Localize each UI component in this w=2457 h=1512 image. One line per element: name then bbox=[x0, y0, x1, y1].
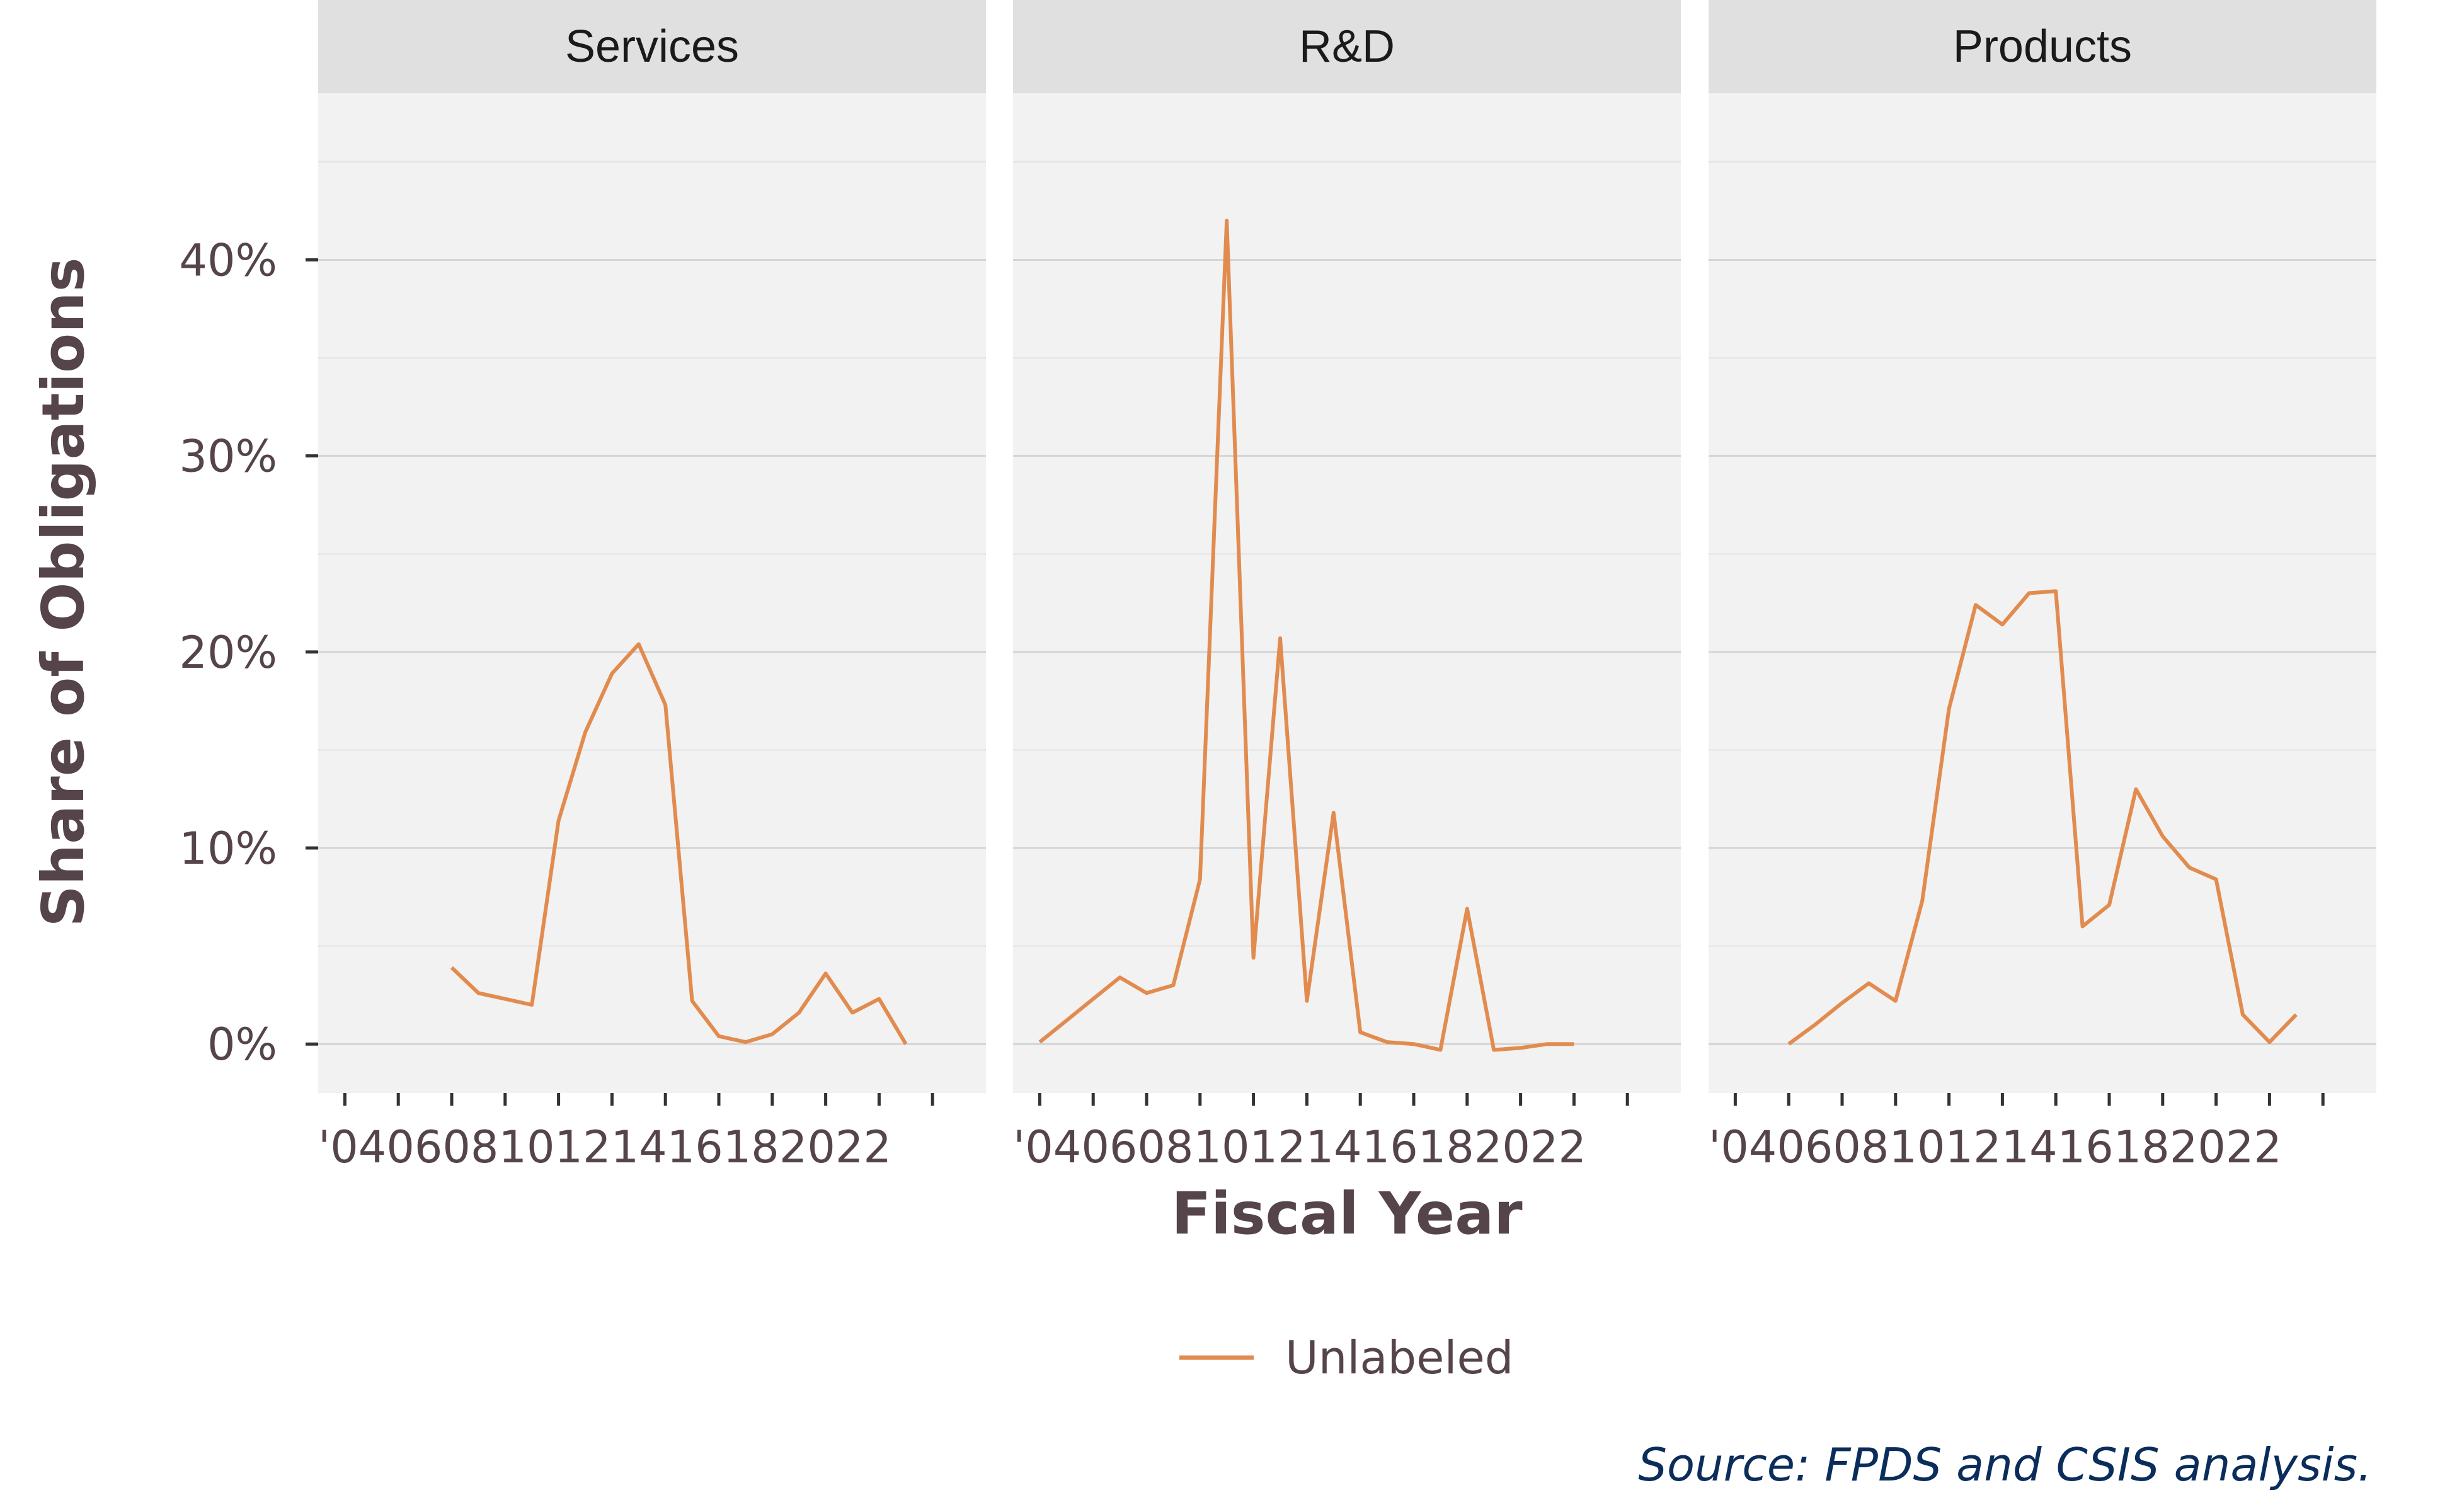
y-tick-label: 20% bbox=[179, 627, 277, 679]
facet-panel: Products '04060810121416182022 bbox=[1709, 0, 2376, 1173]
y-tick-label: 0% bbox=[207, 1019, 277, 1070]
facet-panel: R&D '04060810121416182022 bbox=[1013, 0, 1681, 1173]
y-axis: 0% 10% 20% 30% 40% bbox=[179, 235, 318, 1070]
x-tick-labels: '04060810121416182022 bbox=[1709, 1121, 2282, 1173]
source-note: Source: FPDS and CSIS analysis. bbox=[1638, 1438, 2372, 1491]
facet-strip bbox=[1709, 0, 2376, 93]
facet-strip-label: Products bbox=[1953, 21, 2132, 72]
legend-label: Unlabeled bbox=[1285, 1331, 1513, 1384]
facet-strip-label: Services bbox=[565, 21, 739, 72]
plot-background bbox=[1013, 93, 1681, 1093]
series-line-unlabeled bbox=[450, 642, 908, 1045]
series-line-unlabeled bbox=[1787, 589, 2298, 1046]
y-axis-title: Share of Obligations bbox=[30, 258, 97, 927]
facet-strip bbox=[318, 0, 986, 93]
facet-panels: Services '04060810121416182022 R&D '0406081… bbox=[318, 0, 2376, 1173]
x-tick-labels: '04060810121416182022 bbox=[1013, 1121, 1586, 1173]
x-tick-labels: '04060810121416182022 bbox=[318, 1121, 891, 1173]
facet-panel: Services '04060810121416182022 bbox=[318, 0, 986, 1173]
legend: Unlabeled bbox=[1179, 1331, 1513, 1384]
y-tick-label: 30% bbox=[179, 431, 277, 483]
series-line-unlabeled bbox=[1038, 219, 1574, 1052]
plot-background bbox=[318, 93, 986, 1093]
y-tick-label: 10% bbox=[179, 823, 277, 874]
facet-strip-label: R&D bbox=[1299, 21, 1395, 72]
y-tick-label: 40% bbox=[179, 235, 277, 287]
facet-strip bbox=[1013, 0, 1681, 93]
x-axis-title: Fiscal Year bbox=[1171, 1180, 1523, 1247]
